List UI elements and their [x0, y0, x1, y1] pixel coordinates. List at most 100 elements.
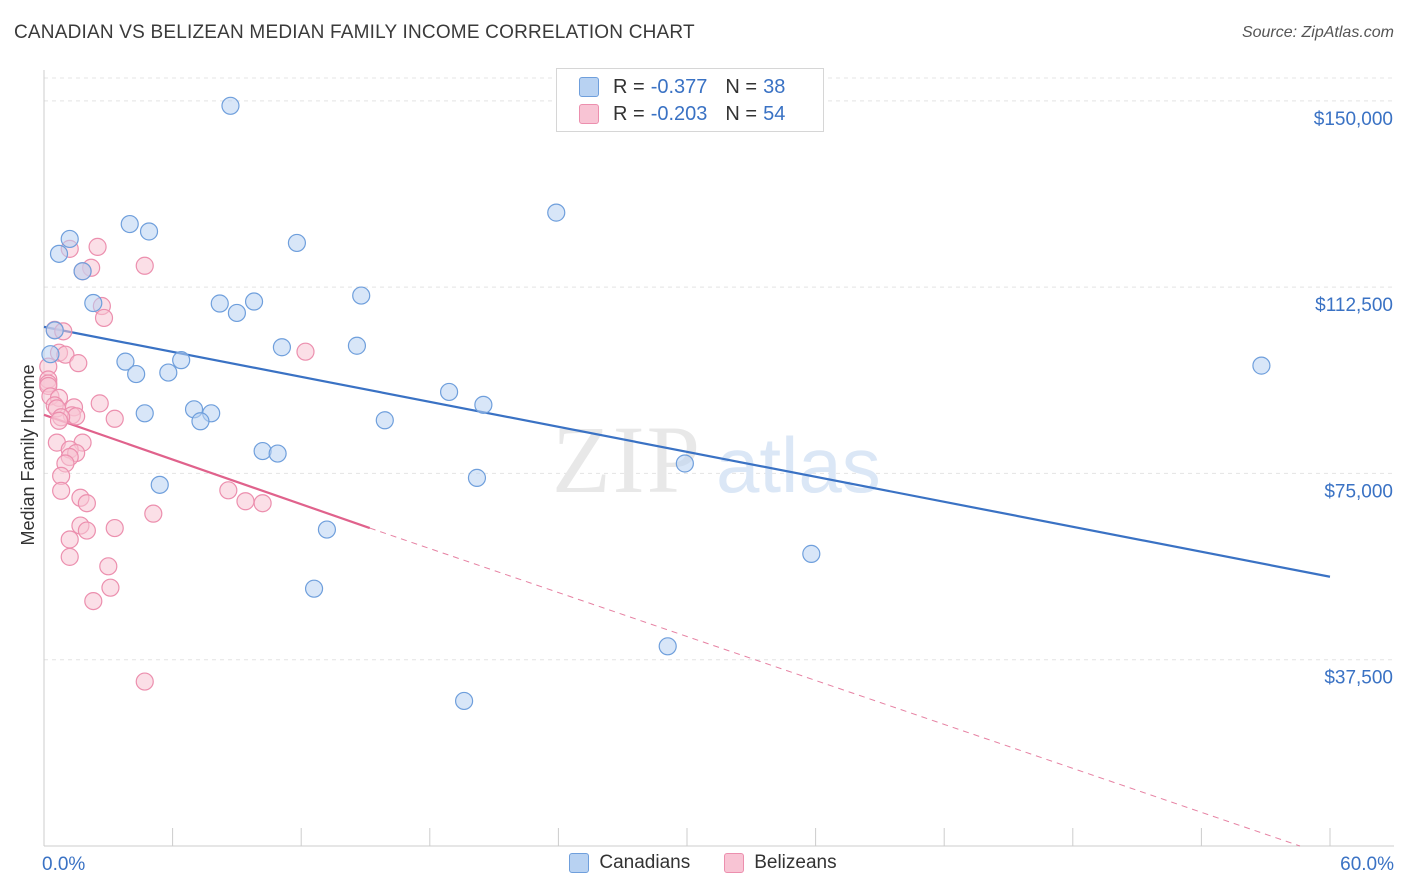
belizeans-point[interactable] — [69, 354, 88, 373]
legend-row-canadians: R = -0.377 N = 38 — [579, 74, 785, 100]
canadians-point[interactable] — [467, 468, 487, 487]
belizeans-point[interactable] — [144, 504, 163, 523]
belizeans-point[interactable] — [101, 578, 120, 597]
trend-lines — [43, 325, 1331, 847]
trend-line-belizeans — [43, 413, 371, 530]
trend-line-canadians — [43, 325, 1331, 578]
canadians-point[interactable] — [658, 637, 677, 656]
canadians-point[interactable] — [375, 411, 394, 430]
canadians-point[interactable] — [210, 294, 229, 313]
canadians-point[interactable] — [352, 286, 371, 305]
series-legend: Canadians Belizeans — [0, 852, 1406, 874]
belizeans-points — [39, 237, 315, 691]
x-tick-label-left: 0.0% — [42, 854, 85, 875]
canadians-point[interactable] — [120, 214, 139, 234]
x-ticks — [43, 828, 1331, 846]
belizeans-point[interactable] — [105, 409, 124, 428]
grid-lines — [44, 77, 1394, 661]
legend-row-belizeans: R = -0.203 N = 54 — [579, 101, 785, 127]
r-label: R = — [613, 75, 645, 98]
canadians-point[interactable] — [304, 579, 324, 598]
belizeans-point[interactable] — [77, 521, 96, 540]
belizeans-point[interactable] — [77, 494, 96, 513]
belizeans-legend-label: Belizeans — [754, 852, 837, 873]
canadians-point[interactable] — [547, 203, 566, 222]
canadians-point[interactable] — [41, 345, 60, 364]
canadians-point[interactable] — [159, 363, 178, 382]
watermark-atlas: atlas — [716, 421, 881, 509]
belizeans-point[interactable] — [52, 481, 71, 500]
watermark-zip: ZIP — [552, 406, 702, 513]
belizeans-point[interactable] — [219, 481, 238, 500]
canadians-point[interactable] — [150, 475, 169, 494]
canadians-point[interactable] — [45, 321, 64, 340]
canadians-point[interactable] — [1252, 356, 1271, 375]
canadians-point[interactable] — [454, 691, 474, 711]
n-value: 38 — [763, 75, 786, 98]
canadians-point[interactable] — [227, 303, 246, 323]
trend-line-extension — [369, 527, 1301, 847]
canadians-point[interactable] — [439, 382, 459, 402]
x-tick-label-right: 60.0% — [1340, 854, 1394, 875]
y-tick-labels: $37,500 $75,000 $112,500 $150,000 — [1314, 109, 1393, 689]
canadians-point[interactable] — [84, 293, 103, 313]
canadians-point[interactable] — [317, 520, 337, 539]
belizeans-point[interactable] — [296, 342, 315, 361]
canadians-point[interactable] — [73, 262, 92, 281]
canadians-point[interactable] — [116, 352, 135, 371]
r-label: R = — [613, 102, 645, 125]
correlation-legend: R = -0.377 N = 38 R = -0.203 N = 54 — [556, 68, 824, 132]
belizeans-point[interactable] — [60, 530, 79, 549]
belizeans-legend-swatch — [724, 853, 745, 873]
canadians-point[interactable] — [802, 544, 821, 563]
canadians-point[interactable] — [253, 441, 272, 461]
chart-title: CANADIAN VS BELIZEAN MEDIAN FAMILY INCOM… — [14, 22, 695, 43]
y-axis-title: Median Family Income — [18, 364, 38, 545]
canadians-point[interactable] — [172, 351, 191, 370]
canadians-point[interactable] — [135, 404, 154, 423]
belizeans-point[interactable] — [49, 411, 69, 430]
canadians-point[interactable] — [347, 336, 367, 355]
y-tick-label: $150,000 — [1314, 109, 1393, 130]
belizeans-point[interactable] — [253, 494, 272, 513]
canadians-swatch — [579, 77, 599, 97]
canadians-legend-swatch — [569, 853, 590, 873]
r-value: -0.203 — [650, 102, 708, 125]
belizeans-point[interactable] — [88, 237, 107, 256]
belizeans-point[interactable] — [99, 557, 118, 576]
y-tick-label: $75,000 — [1324, 481, 1393, 502]
canadians-legend-label: Canadians — [599, 852, 691, 873]
legend-item-canadians[interactable]: Canadians — [569, 852, 690, 874]
belizeans-point[interactable] — [84, 591, 103, 611]
legend-item-belizeans[interactable]: Belizeans — [724, 852, 837, 874]
belizeans-point[interactable] — [105, 518, 124, 538]
canadians-point[interactable] — [139, 222, 159, 241]
canadians-point[interactable] — [127, 364, 146, 384]
belizeans-point[interactable] — [90, 394, 109, 413]
y-tick-label: $37,500 — [1324, 668, 1393, 689]
canadians-point[interactable] — [272, 338, 292, 357]
canadians-point[interactable] — [49, 244, 69, 263]
belizeans-swatch — [579, 104, 599, 124]
belizeans-point[interactable] — [60, 547, 79, 566]
canadians-point[interactable] — [268, 444, 287, 463]
belizeans-point[interactable] — [94, 308, 114, 328]
belizeans-point[interactable] — [135, 672, 154, 691]
belizeans-point[interactable] — [67, 407, 86, 426]
canadians-point[interactable] — [287, 233, 307, 253]
canadians-point[interactable] — [244, 292, 264, 311]
belizeans-point[interactable] — [236, 492, 255, 511]
canadians-point[interactable] — [221, 96, 240, 115]
belizeans-point[interactable] — [135, 256, 154, 275]
r-value: -0.377 — [650, 75, 708, 98]
n-value: 54 — [763, 102, 786, 125]
n-label: N = — [725, 75, 758, 98]
y-tick-label: $112,500 — [1315, 295, 1393, 316]
n-label: N = — [725, 102, 758, 125]
canadians-point[interactable] — [474, 395, 493, 414]
canadians-points — [41, 96, 1271, 711]
canadians-point[interactable] — [191, 412, 210, 431]
canadians-point[interactable] — [675, 454, 694, 473]
canadians-point[interactable] — [60, 229, 79, 249]
